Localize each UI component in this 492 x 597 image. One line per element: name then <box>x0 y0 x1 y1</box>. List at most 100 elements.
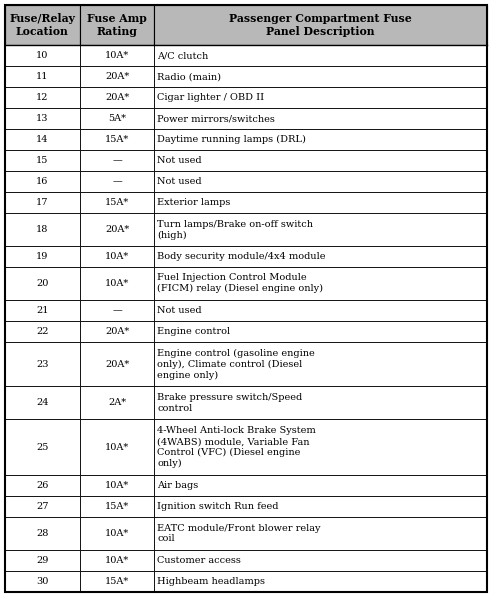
Text: 11: 11 <box>36 72 49 81</box>
Bar <box>80 550 154 571</box>
Text: 5A*: 5A* <box>108 114 126 123</box>
Bar <box>154 171 487 192</box>
Text: Brake pressure switch/Speed
control: Brake pressure switch/Speed control <box>157 393 303 413</box>
Bar <box>5 192 80 213</box>
Bar <box>154 87 487 108</box>
Bar <box>5 5 80 45</box>
Bar <box>80 129 154 150</box>
Text: 23: 23 <box>36 359 49 368</box>
Bar <box>80 66 154 87</box>
Text: 10A*: 10A* <box>105 279 129 288</box>
Text: 26: 26 <box>36 481 49 490</box>
Text: 20A*: 20A* <box>105 93 129 102</box>
Bar <box>80 300 154 321</box>
Text: 15A*: 15A* <box>105 198 129 207</box>
Bar <box>154 246 487 267</box>
Bar <box>154 419 487 475</box>
Bar <box>5 517 80 550</box>
Bar <box>154 342 487 386</box>
Bar <box>80 342 154 386</box>
Text: 25: 25 <box>36 442 49 451</box>
Text: 12: 12 <box>36 93 49 102</box>
Bar <box>5 475 80 496</box>
Bar <box>80 517 154 550</box>
Bar <box>5 496 80 517</box>
Text: 30: 30 <box>36 577 49 586</box>
Bar <box>5 419 80 475</box>
Bar <box>5 267 80 300</box>
Text: Fuse Amp
Rating: Fuse Amp Rating <box>87 13 147 37</box>
Bar <box>80 87 154 108</box>
Text: 15A*: 15A* <box>105 135 129 144</box>
Text: 15: 15 <box>36 156 49 165</box>
Bar <box>80 171 154 192</box>
Text: Radio (main): Radio (main) <box>157 72 221 81</box>
Text: 18: 18 <box>36 225 49 234</box>
Bar <box>154 5 487 45</box>
Bar <box>80 475 154 496</box>
Text: Not used: Not used <box>157 177 202 186</box>
Text: Power mirrors/switches: Power mirrors/switches <box>157 114 276 123</box>
Text: Body security module/4x4 module: Body security module/4x4 module <box>157 252 326 261</box>
Text: 15A*: 15A* <box>105 502 129 511</box>
Text: 15A*: 15A* <box>105 577 129 586</box>
Text: 20A*: 20A* <box>105 327 129 336</box>
Bar <box>154 571 487 592</box>
Text: Turn lamps/Brake on-off switch
(high): Turn lamps/Brake on-off switch (high) <box>157 220 313 239</box>
Text: 10: 10 <box>36 51 49 60</box>
Text: 20A*: 20A* <box>105 225 129 234</box>
Bar <box>154 66 487 87</box>
Bar <box>5 108 80 129</box>
Text: 20A*: 20A* <box>105 359 129 368</box>
Bar <box>80 246 154 267</box>
Bar <box>154 108 487 129</box>
Text: EATC module/Front blower relay
coil: EATC module/Front blower relay coil <box>157 524 321 543</box>
Bar <box>154 517 487 550</box>
Bar <box>154 267 487 300</box>
Bar <box>80 386 154 419</box>
Bar <box>5 342 80 386</box>
Text: 27: 27 <box>36 502 49 511</box>
Bar <box>5 571 80 592</box>
Text: —: — <box>112 156 122 165</box>
Bar <box>5 550 80 571</box>
Text: 10A*: 10A* <box>105 252 129 261</box>
Text: 10A*: 10A* <box>105 442 129 451</box>
Text: 19: 19 <box>36 252 49 261</box>
Text: 20A*: 20A* <box>105 72 129 81</box>
Bar <box>80 321 154 342</box>
Text: 16: 16 <box>36 177 49 186</box>
Text: 13: 13 <box>36 114 49 123</box>
Text: 20: 20 <box>36 279 49 288</box>
Text: —: — <box>112 177 122 186</box>
Text: 28: 28 <box>36 529 49 538</box>
Bar <box>154 150 487 171</box>
Text: Not used: Not used <box>157 306 202 315</box>
Text: A/C clutch: A/C clutch <box>157 51 209 60</box>
Bar <box>5 66 80 87</box>
Bar <box>80 108 154 129</box>
Bar <box>80 213 154 246</box>
Bar <box>5 171 80 192</box>
Bar <box>80 150 154 171</box>
Bar <box>5 300 80 321</box>
Text: 10A*: 10A* <box>105 481 129 490</box>
Bar <box>80 267 154 300</box>
Text: Fuel Injection Control Module
(FICM) relay (Diesel engine only): Fuel Injection Control Module (FICM) rel… <box>157 273 323 293</box>
Text: 29: 29 <box>36 556 49 565</box>
Bar <box>80 571 154 592</box>
Text: Not used: Not used <box>157 156 202 165</box>
Bar <box>154 550 487 571</box>
Bar <box>154 192 487 213</box>
Bar <box>154 496 487 517</box>
Text: 24: 24 <box>36 398 49 407</box>
Bar <box>154 321 487 342</box>
Bar <box>154 129 487 150</box>
Bar <box>80 496 154 517</box>
Text: 10A*: 10A* <box>105 51 129 60</box>
Bar <box>5 150 80 171</box>
Text: Customer access: Customer access <box>157 556 241 565</box>
Text: Exterior lamps: Exterior lamps <box>157 198 231 207</box>
Text: 22: 22 <box>36 327 49 336</box>
Text: Cigar lighter / OBD II: Cigar lighter / OBD II <box>157 93 265 102</box>
